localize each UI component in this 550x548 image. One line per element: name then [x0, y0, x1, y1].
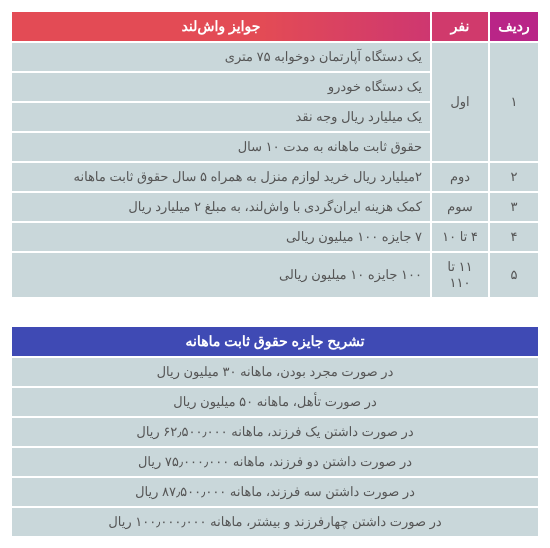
- salary-cell: در صورت داشتن سه فرزند، ماهانه ۸۷٫۵۰۰٫۰۰…: [12, 478, 538, 506]
- cell-prize: ۷ جایزه ۱۰۰ میلیون ریالی: [12, 223, 430, 251]
- cell-radif: ۴: [490, 223, 538, 251]
- cell-nafar: سوم: [432, 193, 488, 221]
- col-nafar: نفر: [432, 12, 488, 41]
- cell-radif: ۲: [490, 163, 538, 191]
- salary-header: تشریح جایزه حقوق ثابت ماهانه: [12, 327, 538, 356]
- salary-cell: در صورت مجرد بودن، ماهانه ۳۰ میلیون ریال: [12, 358, 538, 386]
- cell-prize: یک دستگاه آپارتمان دوخوابه ۷۵ متری: [12, 43, 430, 71]
- cell-nafar: ۴ تا ۱۰: [432, 223, 488, 251]
- cell-radif: ۳: [490, 193, 538, 221]
- table-row: در صورت داشتن یک فرزند، ماهانه ۶۲٫۵۰۰٫۰۰…: [12, 418, 538, 446]
- table-row: در صورت داشتن سه فرزند، ماهانه ۸۷٫۵۰۰٫۰۰…: [12, 478, 538, 506]
- salary-detail-table: تشریح جایزه حقوق ثابت ماهانه در صورت مجر…: [10, 325, 540, 538]
- table-row: ۲ دوم ۲میلیارد ریال خرید لوازم منزل به ه…: [12, 163, 538, 191]
- salary-cell: در صورت داشتن چهارفرزند و بیشتر، ماهانه …: [12, 508, 538, 536]
- cell-nafar: ۱۱ تا ۱۱۰: [432, 253, 488, 297]
- cell-prize: یک میلیارد ریال وجه نقد: [12, 103, 430, 131]
- cell-prize: ۱۰۰ جایزه ۱۰ میلیون ریالی: [12, 253, 430, 297]
- cell-prize: ۲میلیارد ریال خرید لوازم منزل به همراه ۵…: [12, 163, 430, 191]
- table-row: در صورت داشتن دو فرزند، ماهانه ۷۵٫۰۰۰٫۰۰…: [12, 448, 538, 476]
- table-row: ۳ سوم کمک هزینه ایران‌گردی با واش‌لند، ب…: [12, 193, 538, 221]
- cell-prize: حقوق ثابت ماهانه به مدت ۱۰ سال: [12, 133, 430, 161]
- prizes-table: ردیف نفر جوایز واش‌لند ۱ اول یک دستگاه آ…: [10, 10, 540, 299]
- col-prize: جوایز واش‌لند: [12, 12, 430, 41]
- table-row: ۴ ۴ تا ۱۰ ۷ جایزه ۱۰۰ میلیون ریالی: [12, 223, 538, 251]
- cell-prize: کمک هزینه ایران‌گردی با واش‌لند، به مبلغ…: [12, 193, 430, 221]
- salary-cell: در صورت تأهل، ماهانه ۵۰ میلیون ریال: [12, 388, 538, 416]
- salary-cell: در صورت داشتن یک فرزند، ماهانه ۶۲٫۵۰۰٫۰۰…: [12, 418, 538, 446]
- cell-radif: ۱: [490, 43, 538, 161]
- table-row: در صورت تأهل، ماهانه ۵۰ میلیون ریال: [12, 388, 538, 416]
- table-row: در صورت داشتن چهارفرزند و بیشتر، ماهانه …: [12, 508, 538, 536]
- cell-nafar: دوم: [432, 163, 488, 191]
- table-row: در صورت مجرد بودن، ماهانه ۳۰ میلیون ریال: [12, 358, 538, 386]
- salary-cell: در صورت داشتن دو فرزند، ماهانه ۷۵٫۰۰۰٫۰۰…: [12, 448, 538, 476]
- col-radif: ردیف: [490, 12, 538, 41]
- table-row: ۵ ۱۱ تا ۱۱۰ ۱۰۰ جایزه ۱۰ میلیون ریالی: [12, 253, 538, 297]
- cell-radif: ۵: [490, 253, 538, 297]
- table-row: ۱ اول یک دستگاه آپارتمان دوخوابه ۷۵ متری: [12, 43, 538, 71]
- cell-prize: یک دستگاه خودرو: [12, 73, 430, 101]
- cell-nafar: اول: [432, 43, 488, 161]
